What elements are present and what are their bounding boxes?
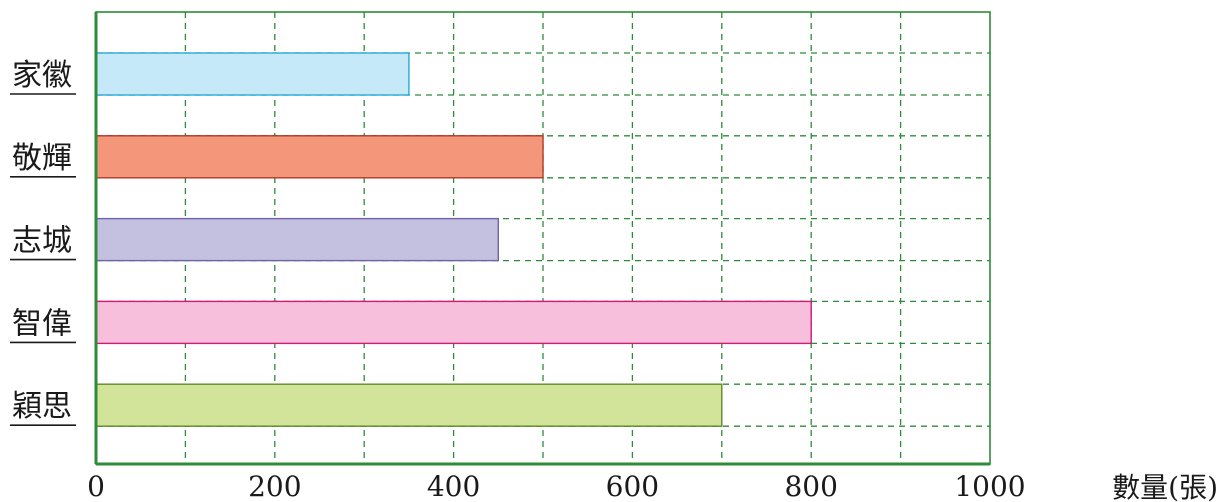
x-tick-label: 400 [427,470,480,502]
x-tick-label: 600 [606,470,659,502]
category-label: 家徽 [12,58,72,93]
category-label: 志城 [12,224,72,259]
x-tick-label: 800 [784,470,837,502]
bars [95,52,812,427]
category-label: 穎思 [12,389,72,424]
x-axis-title: 數量(張) [1112,471,1218,502]
category-label: 智偉 [12,306,72,341]
bar-4 [95,300,812,345]
bar-1 [95,52,410,96]
x-tick-label: 0 [87,470,105,502]
plot-frame [94,11,991,466]
x-tick-label: 200 [248,470,301,502]
x-tick-label: 1000 [954,470,1025,502]
category-label: 敬輝 [12,141,72,176]
bar-2 [95,135,544,179]
bar-5 [95,383,723,427]
x-tick-labels: 0 200 400 600 800 1000 [87,470,1026,502]
bar-3 [95,217,499,262]
